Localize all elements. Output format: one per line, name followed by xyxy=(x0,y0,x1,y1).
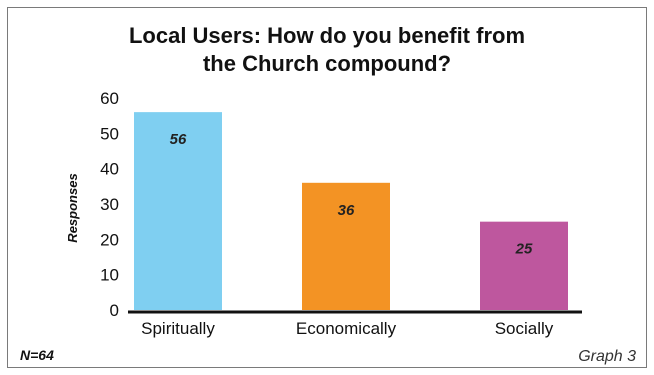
chart-title-line-1: Local Users: How do you benefit from xyxy=(129,23,525,48)
y-tick-label: 60 xyxy=(100,89,119,108)
bars xyxy=(134,112,568,310)
graph-number-label: Graph 3 xyxy=(578,348,636,365)
bar-economically xyxy=(302,182,390,310)
bar-socially xyxy=(480,221,568,310)
category-label-economically: Economically xyxy=(296,319,397,338)
data-label-spiritually: 56 xyxy=(170,131,187,148)
data-label-economically: 36 xyxy=(338,202,355,219)
data-labels: 56 36 25 xyxy=(170,131,533,258)
y-tick-label: 0 xyxy=(110,301,119,320)
category-label-socially: Socially xyxy=(495,319,554,338)
y-axis-label: Responses xyxy=(65,173,80,242)
category-label-spiritually: Spiritually xyxy=(141,319,215,338)
y-tick-label: 50 xyxy=(100,124,119,143)
data-label-socially: 25 xyxy=(515,241,533,258)
sample-size-note: N=64 xyxy=(20,347,54,363)
y-tick-label: 20 xyxy=(100,230,119,249)
y-tick-label: 40 xyxy=(100,160,119,179)
bar-spiritually xyxy=(134,112,222,310)
y-tick-label: 30 xyxy=(100,195,119,214)
y-tick-label: 10 xyxy=(100,266,119,285)
y-axis-ticks: 0 10 20 30 40 50 60 xyxy=(100,89,119,320)
x-axis-categories: Spiritually Economically Socially xyxy=(141,319,554,338)
chart-title-line-2: the Church compound? xyxy=(203,51,451,76)
